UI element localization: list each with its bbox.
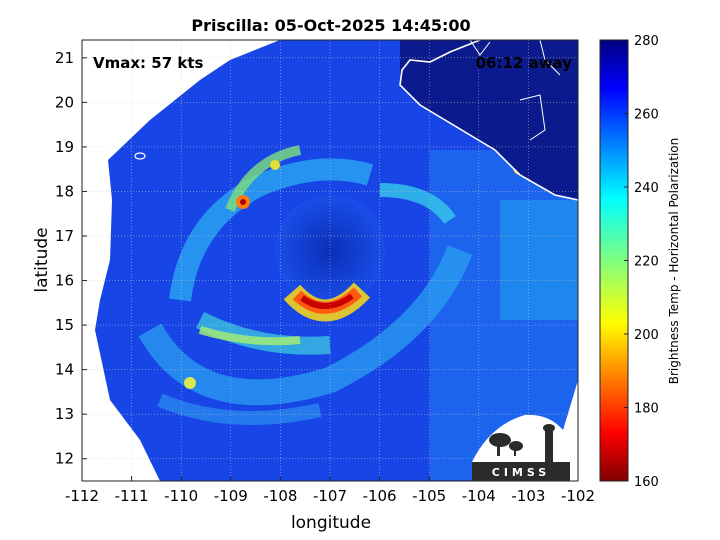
x-axis-label: longitude <box>291 513 371 533</box>
x-tick-label: -110 <box>164 487 198 505</box>
colorbar-tick-label: 240 <box>634 181 659 196</box>
y-tick-label: 14 <box>55 361 74 379</box>
y-tick-label: 17 <box>55 227 74 245</box>
time-away-label: 06:12 away <box>476 54 573 72</box>
y-tick-label: 18 <box>55 182 74 200</box>
x-tick-label: -102 <box>561 487 595 505</box>
x-tick-label: -103 <box>511 487 545 505</box>
land-mask <box>400 40 578 200</box>
x-tick-label: -106 <box>363 487 397 505</box>
chart-title: Priscilla: 05-Oct-2025 14:45:00 <box>191 16 470 35</box>
colorbar-tick-label: 160 <box>634 475 659 490</box>
y-tick-label: 19 <box>55 138 74 156</box>
y-tick-label: 13 <box>55 405 74 423</box>
cimss-logo: CIMSS <box>472 414 570 481</box>
island-outline <box>134 152 146 160</box>
y-tick-label: 15 <box>55 316 74 334</box>
colorbar-ticks: 160 180 200 220 240 260 280 <box>624 34 659 490</box>
colorbar-tick-label: 200 <box>634 328 659 343</box>
state-border <box>519 94 546 141</box>
y-axis-label: latitude <box>32 227 52 292</box>
y-tick-label: 12 <box>55 450 74 468</box>
x-tick-label: -107 <box>313 487 347 505</box>
y-tick-label: 20 <box>55 93 74 111</box>
y-tick-label: 16 <box>55 272 74 290</box>
x-tick-label: -112 <box>65 487 99 505</box>
y-tick-label: 21 <box>55 49 74 67</box>
x-tick-label: -105 <box>412 487 446 505</box>
colorbar-tick-label: 220 <box>634 255 659 270</box>
state-border <box>469 40 491 56</box>
colorbar-tick-label: 280 <box>634 34 659 49</box>
x-tick-label: -111 <box>115 487 149 505</box>
microwave-swath <box>95 40 578 481</box>
colorbar-tick-label: 260 <box>634 108 659 123</box>
x-tick-label: -109 <box>214 487 248 505</box>
colorbar-tick-label: 180 <box>634 402 659 417</box>
coastline <box>399 40 578 201</box>
state-border <box>539 40 561 76</box>
x-tick-label: -104 <box>462 487 496 505</box>
colorbar <box>599 39 629 482</box>
logo-text: CIMSS <box>492 466 550 479</box>
colorbar-label: Brightness Temp - Horizontal Polarizatio… <box>667 138 681 385</box>
x-axis: -112 -111 -110 -109 -108 -107 -106 -105 -104 -103… <box>65 476 595 505</box>
y-axis: 12 13 14 15 16 17 18 19 20 21 <box>55 49 87 468</box>
x-tick-label: -108 <box>263 487 297 505</box>
vmax-label: Vmax: 57 kts <box>93 54 203 72</box>
